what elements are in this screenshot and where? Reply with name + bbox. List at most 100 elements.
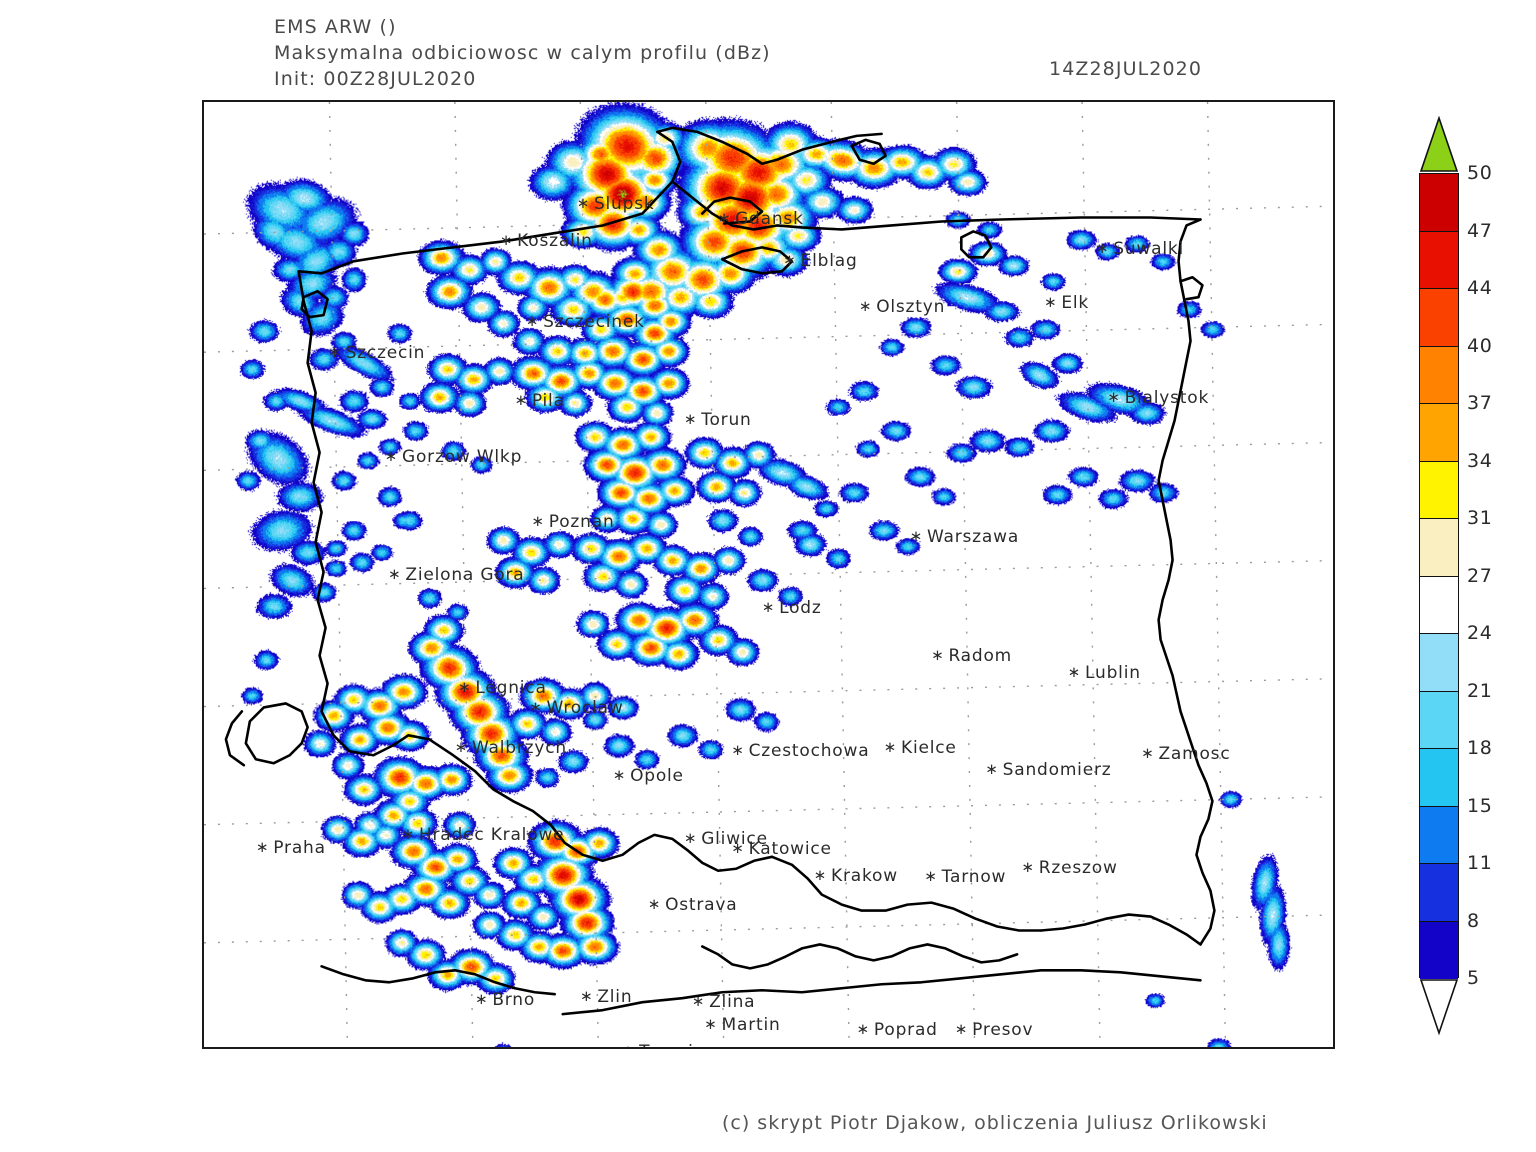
city-marker-icon: ∗ <box>514 390 528 409</box>
colorbar-over-range-arrow <box>1419 116 1459 172</box>
city-name-text: Lublin <box>1085 662 1141 683</box>
city-name-text: Zlin <box>597 986 633 1007</box>
colorbar-tick-44: 44 <box>1467 277 1493 299</box>
colorbar-band-31-34 <box>1420 461 1458 519</box>
colorbar-tick-34: 34 <box>1467 449 1493 472</box>
colorbar-tick-37: 37 <box>1467 392 1493 414</box>
city-name-text: Krakow <box>831 865 898 886</box>
city-label-martin: ∗ Martin <box>704 1015 780 1035</box>
colorbar-band-8-11 <box>1420 864 1458 922</box>
city-name-text: Czestochowa <box>748 741 870 762</box>
city-marker-icon: ∗ <box>576 194 590 213</box>
city-label-pila: ∗ Pila <box>514 391 564 411</box>
city-name-text: Gdansk <box>735 209 804 230</box>
city-marker-icon: ∗ <box>883 738 898 757</box>
city-name-text: Radom <box>948 645 1013 666</box>
city-label-radom: ∗ Radom <box>931 646 1012 666</box>
city-marker-icon: ∗ <box>1067 662 1082 681</box>
city-marker-icon: ∗ <box>985 760 999 779</box>
city-name-text: Olsztyn <box>876 297 946 318</box>
colorbar-tick-5: 5 <box>1467 967 1480 989</box>
city-name-text: Martin <box>721 1015 781 1036</box>
city-name-text: Opole <box>630 765 684 786</box>
city-marker-icon: ∗ <box>717 209 732 228</box>
city-name-text: Walbrzych <box>472 738 567 759</box>
city-marker-icon: ∗ <box>499 230 514 249</box>
city-label-poprad: ∗ Poprad <box>857 1020 938 1040</box>
city-marker-icon: ∗ <box>856 1019 870 1038</box>
city-label-zlin: ∗ Zlin <box>580 987 632 1007</box>
city-label-gdansk: ∗ Gdansk <box>718 209 804 229</box>
city-label-rzeszow: ∗ Rzeszow <box>1021 858 1117 878</box>
city-marker-icon: ∗ <box>454 738 468 757</box>
city-marker-icon: ∗ <box>909 526 923 545</box>
colorbar-tick-47: 47 <box>1467 219 1493 242</box>
city-label-elk: ∗ Elk <box>1044 293 1089 313</box>
city-label-torun: ∗ Torun <box>684 410 752 430</box>
city-label-szczecin: ∗ Szczecin <box>328 343 425 363</box>
city-label-walbrzych: ∗ Walbrzych <box>455 738 567 758</box>
colorbar-band-5-8 <box>1420 921 1458 979</box>
colorbar-band-27-31 <box>1420 519 1458 577</box>
city-name-text: Gorzow Wlkp <box>402 447 523 468</box>
colorbar-band-47-50 <box>1420 174 1458 232</box>
city-label-hradec-kralowe: ∗ Hradec Kralowe <box>402 825 565 845</box>
colorbar-band-24-27 <box>1420 576 1458 634</box>
city-name-text: Pila <box>531 390 565 411</box>
city-marker-icon: ∗ <box>691 991 706 1010</box>
city-label-kielce: ∗ Kielce <box>884 738 957 758</box>
city-marker-icon: ∗ <box>1043 293 1058 312</box>
city-name-text: Praha <box>273 837 326 858</box>
city-marker-icon: ∗ <box>384 447 398 466</box>
colorbar-band-40-44 <box>1420 289 1458 347</box>
colorbar-tick-15: 15 <box>1467 794 1493 817</box>
city-name-text: Zielona Gora <box>405 565 525 586</box>
city-marker-icon: ∗ <box>401 825 415 844</box>
field-title-label: Maksymalna odbiciowosc w calym profilu (… <box>274 42 771 64</box>
colorbar-bands <box>1419 173 1459 979</box>
city-label-olsztyn: ∗ Olsztyn <box>859 297 945 317</box>
city-name-text: Brno <box>492 989 536 1010</box>
city-label-warszawa: ∗ Warszawa <box>910 527 1019 547</box>
city-name-text: Koszalin <box>517 230 593 251</box>
city-name-text: Warszawa <box>927 526 1020 547</box>
credit-label: (c) skrypt Piotr Djakow, obliczenia Juli… <box>722 1112 1268 1134</box>
city-name-text: Trencin <box>639 1042 705 1047</box>
colorbar-tick-31: 31 <box>1467 507 1493 529</box>
city-label-legnica: ∗ Legnica <box>458 678 547 698</box>
colorbar-tick-40: 40 <box>1467 334 1493 357</box>
city-marker-icon: ∗ <box>813 865 828 884</box>
city-name-text: Katowice <box>748 838 832 859</box>
city-marker-icon: ∗ <box>761 597 776 616</box>
colorbar-tick-24: 24 <box>1467 622 1493 644</box>
city-label-gorzow-wlkp: ∗ Gorzow Wlkp <box>385 447 523 467</box>
colorbar-band-18-21 <box>1420 691 1458 749</box>
city-marker-icon: ∗ <box>529 697 543 716</box>
city-name-text: Hradec Kralowe <box>418 825 565 846</box>
city-marker-icon: ∗ <box>328 343 342 362</box>
city-name-text: Poprad <box>873 1019 938 1040</box>
city-marker-icon: ∗ <box>704 1015 718 1034</box>
city-label-elblag: ∗ Elblag <box>783 251 857 271</box>
city-label-tarnow: ∗ Tarnow <box>924 867 1006 887</box>
city-name-text: Suwalki <box>1113 239 1185 260</box>
city-marker-icon: ∗ <box>474 989 489 1008</box>
city-name-text: Kielce <box>901 738 957 759</box>
city-name-text: Presov <box>972 1019 1034 1040</box>
city-marker-icon: ∗ <box>931 645 945 664</box>
city-name-text: Poznan <box>548 511 615 532</box>
city-marker-icon: ∗ <box>579 986 594 1005</box>
city-marker-icon: ∗ <box>622 1042 635 1047</box>
colorbar-tick-21: 21 <box>1467 679 1493 702</box>
city-marker-icon: ∗ <box>954 1019 969 1038</box>
city-label-czestochowa: ∗ Czestochowa <box>731 741 869 761</box>
city-name-text: Sandomierz <box>1002 760 1112 781</box>
city-label-ostrava: ∗ Ostrava <box>648 895 738 915</box>
city-marker-icon: ∗ <box>731 838 745 857</box>
city-marker-icon: ∗ <box>783 250 797 269</box>
city-name-text: Wroclaw <box>546 697 624 718</box>
city-marker-icon: ∗ <box>458 677 472 696</box>
colorbar-tick-11: 11 <box>1467 852 1493 874</box>
city-name-text: Ostrava <box>665 895 738 916</box>
